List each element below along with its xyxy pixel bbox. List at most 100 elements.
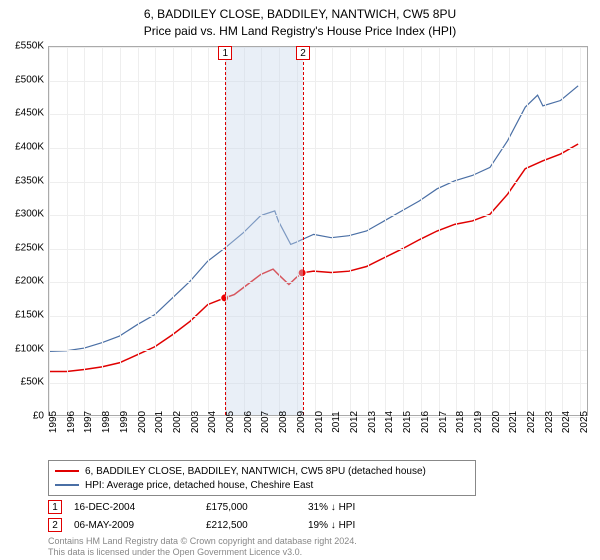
gridline-v bbox=[439, 47, 440, 415]
y-tick-label: £500K bbox=[15, 74, 44, 85]
sale-table: 116-DEC-2004£175,00031% ↓ HPI206-MAY-200… bbox=[48, 498, 568, 534]
sale-label-box: 1 bbox=[218, 46, 232, 60]
gridline-v bbox=[67, 47, 68, 415]
series-hpi bbox=[49, 86, 578, 352]
gridline-v bbox=[208, 47, 209, 415]
x-tick-label: 2001 bbox=[154, 411, 165, 433]
gridline-h bbox=[49, 316, 587, 317]
x-tick-label: 2024 bbox=[561, 411, 572, 433]
gridline-h bbox=[49, 383, 587, 384]
gridline-v bbox=[315, 47, 316, 415]
x-tick-label: 1999 bbox=[119, 411, 130, 433]
y-tick-label: £250K bbox=[15, 242, 44, 253]
sale-price: £175,000 bbox=[206, 502, 296, 513]
x-tick-label: 2007 bbox=[260, 411, 271, 433]
legend-label: 6, BADDILEY CLOSE, BADDILEY, NANTWICH, C… bbox=[85, 466, 426, 477]
x-tick-label: 2008 bbox=[278, 411, 289, 433]
gridline-h bbox=[49, 182, 587, 183]
x-tick-label: 2005 bbox=[225, 411, 236, 433]
gridline-v bbox=[155, 47, 156, 415]
gridline-v bbox=[421, 47, 422, 415]
x-tick-label: 2017 bbox=[438, 411, 449, 433]
sale-table-row: 2 06-MAY-2009 £212,500 19% ↓ HPI bbox=[48, 516, 568, 534]
sale-num-box: 2 bbox=[48, 518, 62, 532]
x-tick-label: 2010 bbox=[314, 411, 325, 433]
footer-attribution: Contains HM Land Registry data © Crown c… bbox=[48, 536, 578, 558]
gridline-h bbox=[49, 47, 587, 48]
sale-num-box: 1 bbox=[48, 500, 62, 514]
x-tick-label: 2009 bbox=[296, 411, 307, 433]
legend-label: HPI: Average price, detached house, Ches… bbox=[85, 480, 313, 491]
sale-label-box: 2 bbox=[296, 46, 310, 60]
sale-diff: 19% ↓ HPI bbox=[308, 520, 428, 531]
gridline-v bbox=[545, 47, 546, 415]
x-tick-label: 2003 bbox=[190, 411, 201, 433]
y-tick-label: £450K bbox=[15, 108, 44, 119]
y-tick-label: £0 bbox=[33, 411, 44, 422]
x-tick-label: 2018 bbox=[455, 411, 466, 433]
x-tick-label: 2020 bbox=[491, 411, 502, 433]
x-tick-label: 2002 bbox=[172, 411, 183, 433]
footer-line-1: Contains HM Land Registry data © Crown c… bbox=[48, 536, 578, 547]
gridline-v bbox=[84, 47, 85, 415]
x-tick-label: 2023 bbox=[544, 411, 555, 433]
sale-band bbox=[225, 47, 303, 415]
legend-swatch bbox=[55, 484, 79, 486]
sale-table-row: 116-DEC-2004£175,00031% ↓ HPI bbox=[48, 498, 568, 516]
gridline-v bbox=[102, 47, 103, 415]
y-axis: £0£50K£100K£150K£200K£250K£300K£350K£400… bbox=[2, 46, 46, 416]
x-tick-label: 1998 bbox=[101, 411, 112, 433]
sale-vline bbox=[303, 47, 304, 415]
gridline-v bbox=[527, 47, 528, 415]
y-tick-label: £100K bbox=[15, 343, 44, 354]
gridline-h bbox=[49, 81, 587, 82]
y-tick-label: £400K bbox=[15, 141, 44, 152]
gridline-v bbox=[509, 47, 510, 415]
legend-swatch bbox=[55, 470, 79, 472]
gridline-v bbox=[492, 47, 493, 415]
x-tick-label: 2021 bbox=[508, 411, 519, 433]
x-tick-label: 1995 bbox=[48, 411, 59, 433]
sale-date: 06-MAY-2009 bbox=[74, 520, 194, 531]
gridline-h bbox=[49, 215, 587, 216]
gridline-v bbox=[49, 47, 50, 415]
x-tick-label: 2014 bbox=[384, 411, 395, 433]
x-tick-label: 2015 bbox=[402, 411, 413, 433]
y-tick-label: £150K bbox=[15, 310, 44, 321]
sale-price: £212,500 bbox=[206, 520, 296, 531]
x-tick-label: 2011 bbox=[331, 411, 342, 433]
x-tick-label: 2012 bbox=[349, 411, 360, 433]
gridline-h bbox=[49, 350, 587, 351]
title-line-2: Price paid vs. HM Land Registry's House … bbox=[0, 23, 600, 40]
legend: 6, BADDILEY CLOSE, BADDILEY, NANTWICH, C… bbox=[48, 460, 476, 496]
gridline-v bbox=[332, 47, 333, 415]
gridline-v bbox=[385, 47, 386, 415]
legend-row: HPI: Average price, detached house, Ches… bbox=[55, 478, 469, 492]
gridline-h bbox=[49, 249, 587, 250]
x-tick-label: 2000 bbox=[137, 411, 148, 433]
x-tick-label: 2019 bbox=[473, 411, 484, 433]
y-tick-label: £350K bbox=[15, 175, 44, 186]
title-line-1: 6, BADDILEY CLOSE, BADDILEY, NANTWICH, C… bbox=[0, 6, 600, 23]
x-tick-label: 2004 bbox=[207, 411, 218, 433]
x-tick-label: 2022 bbox=[526, 411, 537, 433]
x-tick-label: 2013 bbox=[367, 411, 378, 433]
gridline-v bbox=[350, 47, 351, 415]
gridline-v bbox=[120, 47, 121, 415]
y-tick-label: £300K bbox=[15, 209, 44, 220]
y-tick-label: £200K bbox=[15, 276, 44, 287]
sale-date: 16-DEC-2004 bbox=[74, 502, 194, 513]
gridline-v bbox=[562, 47, 563, 415]
gridline-v bbox=[191, 47, 192, 415]
chart-svg bbox=[49, 47, 587, 415]
gridline-v bbox=[403, 47, 404, 415]
y-tick-label: £50K bbox=[21, 377, 44, 388]
gridline-v bbox=[474, 47, 475, 415]
legend-row: 6, BADDILEY CLOSE, BADDILEY, NANTWICH, C… bbox=[55, 464, 469, 478]
chart-titles: 6, BADDILEY CLOSE, BADDILEY, NANTWICH, C… bbox=[0, 0, 600, 40]
gridline-v bbox=[456, 47, 457, 415]
gridline-h bbox=[49, 114, 587, 115]
footer-line-2: This data is licensed under the Open Gov… bbox=[48, 547, 578, 558]
y-tick-label: £550K bbox=[15, 41, 44, 52]
gridline-h bbox=[49, 282, 587, 283]
